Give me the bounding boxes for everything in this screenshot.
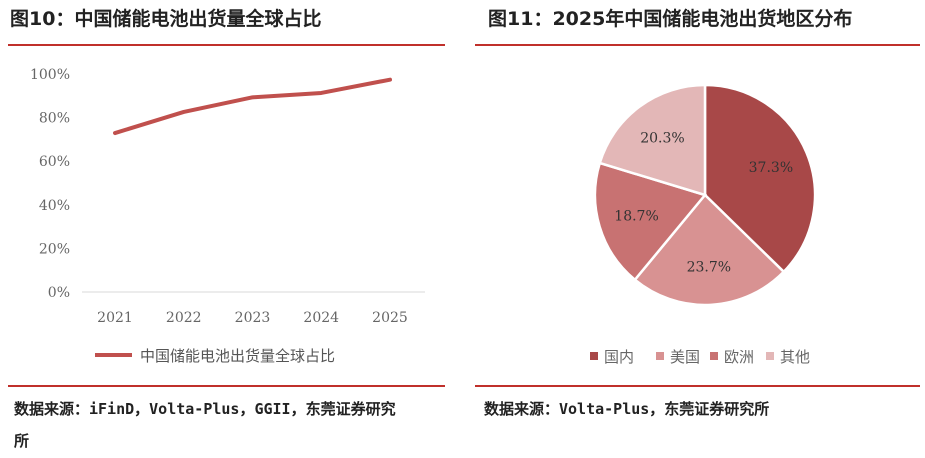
right-title-rule (475, 44, 920, 46)
legend-swatch (656, 352, 664, 360)
pie-slice (703, 83, 817, 274)
legend-label: 其他 (780, 348, 810, 366)
pie-slice (593, 161, 708, 282)
y-tick-label: 0% (48, 285, 70, 301)
x-tick-label: 2025 (372, 310, 408, 326)
right-source: 数据来源：Volta-Plus，东莞证券研究所 (484, 400, 770, 418)
right-footer-rule (475, 385, 920, 387)
x-tick-label: 2024 (303, 310, 339, 326)
legend-label: 美国 (670, 348, 700, 366)
pie-slice (633, 193, 786, 307)
left-figure-title: 图10：中国储能电池出货量全球占比 (10, 8, 322, 30)
pie-data-label: 18.7% (614, 209, 658, 225)
legend-swatch (590, 352, 598, 360)
pie-data-label: 37.3% (749, 160, 793, 176)
x-tick-label: 2022 (166, 310, 202, 326)
x-tick-label: 2023 (235, 310, 271, 326)
pie-slice (598, 83, 707, 197)
y-tick-label: 20% (39, 241, 70, 257)
legend-label: 中国储能电池出货量全球占比 (140, 347, 335, 365)
pie-chart: 37.3% 23.7% 18.7% 20.3% 国内 美国 欧洲 其他 (590, 83, 817, 366)
legend-label: 欧洲 (724, 348, 754, 366)
left-title-rule (8, 44, 445, 46)
left-source: 数据来源：iFinD，Volta-Plus，GGII，东莞证券研究 (14, 400, 396, 418)
legend-label: 国内 (604, 348, 634, 366)
right-figure-title: 图11：2025年中国储能电池出货地区分布 (488, 8, 853, 30)
line-chart: 0% 20% 40% 60% 80% 100% 2021 2022 2023 2024 2025 中国… (30, 67, 425, 365)
legend-swatch (766, 352, 774, 360)
pie-data-label: 20.3% (640, 131, 684, 147)
x-tick-label: 2021 (97, 310, 133, 326)
left-source-cont: 所 (14, 432, 30, 450)
pie-data-label: 23.7% (687, 259, 731, 275)
y-tick-label: 60% (39, 154, 70, 170)
y-tick-label: 80% (39, 111, 70, 127)
y-tick-label: 40% (39, 198, 70, 214)
left-footer-rule (8, 385, 445, 387)
y-tick-label: 100% (30, 67, 70, 83)
legend-swatch (710, 352, 718, 360)
